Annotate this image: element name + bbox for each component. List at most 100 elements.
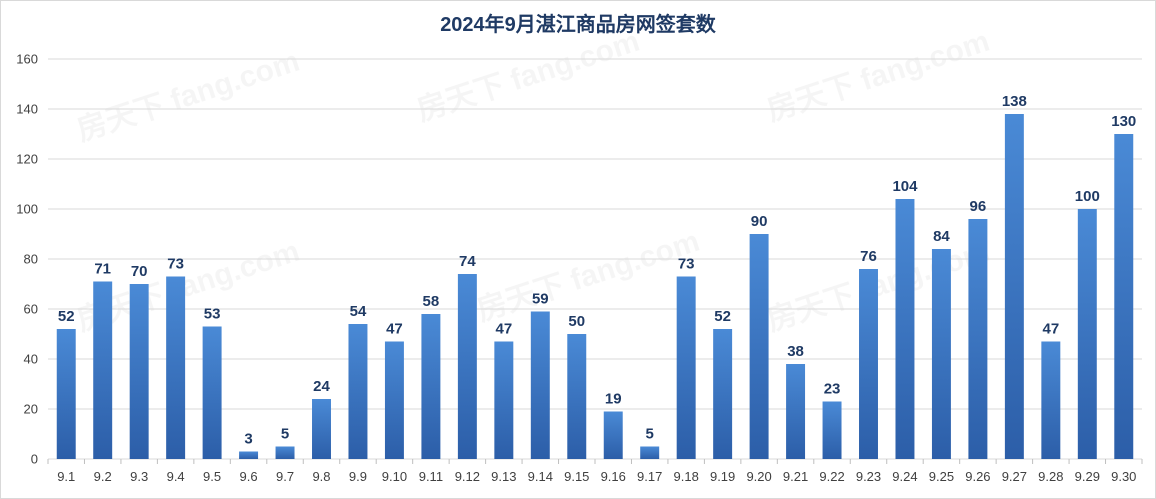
y-tick-100: 100: [16, 202, 38, 217]
bar-9.30: [1114, 134, 1134, 459]
data-label-9.23: 76: [860, 248, 877, 265]
data-label-9.25: 84: [933, 228, 950, 245]
x-tick-9.21: 9.21: [783, 469, 808, 484]
bar-9.1: [56, 329, 76, 459]
data-label-9.19: 52: [714, 308, 731, 325]
x-tick-9.1: 9.1: [57, 469, 75, 484]
y-tick-40: 40: [24, 352, 38, 367]
data-label-9.3: 70: [131, 263, 148, 280]
x-tick-9.7: 9.7: [276, 469, 294, 484]
bar-9.2: [93, 281, 113, 459]
y-axis-ticks: 0 20 40 60 80 100 120 140 160: [16, 52, 38, 467]
x-tick-9.28: 9.28: [1038, 469, 1063, 484]
x-tick-9.24: 9.24: [892, 469, 917, 484]
bar-9.5: [202, 326, 222, 459]
x-tick-9.4: 9.4: [167, 469, 185, 484]
data-label-9.26: 96: [970, 198, 987, 215]
bar-9.28: [1041, 341, 1061, 459]
data-label-9.21: 38: [787, 343, 804, 360]
x-tick-9.23: 9.23: [856, 469, 881, 484]
x-axis-ticks: 9.1 9.2 9.3 9.4 9.5 9.6 9.7 9.8 9.9 9.10 9.11 9.12 9…: [57, 469, 1136, 484]
data-label-9.28: 47: [1042, 321, 1059, 338]
bar-9.27: [1004, 114, 1024, 459]
data-label-9.11: 58: [423, 293, 440, 310]
data-label-9.20: 90: [751, 213, 768, 230]
bar-9.22: [822, 401, 842, 459]
data-label-9.18: 73: [678, 256, 695, 273]
data-label-9.1: 52: [58, 308, 75, 325]
bar-9.4: [166, 276, 186, 459]
bar-9.3: [129, 284, 149, 459]
bar-9.19: [713, 329, 733, 459]
data-label-9.2: 71: [94, 261, 111, 278]
watermark-4: 房天下 fang.com: [473, 225, 704, 328]
data-label-9.13: 47: [495, 321, 512, 338]
data-label-9.10: 47: [386, 321, 403, 338]
data-label-9.14: 59: [532, 291, 549, 308]
bar-9.9: [348, 324, 368, 459]
bar-9.10: [384, 341, 404, 459]
x-tick-9.3: 9.3: [130, 469, 148, 484]
bars: [56, 114, 1134, 459]
bar-9.18: [676, 276, 696, 459]
y-tick-0: 0: [31, 452, 38, 467]
data-label-9.5: 53: [204, 306, 221, 323]
x-tick-9.22: 9.22: [819, 469, 844, 484]
data-label-9.6: 3: [244, 431, 252, 448]
x-tick-9.2: 9.2: [94, 469, 112, 484]
x-tick-9.6: 9.6: [240, 469, 258, 484]
x-tick-9.5: 9.5: [203, 469, 221, 484]
data-label-9.29: 100: [1075, 188, 1100, 205]
bar-9.16: [603, 411, 623, 459]
data-label-9.15: 50: [568, 313, 585, 330]
watermark-0: 房天下 fang.com: [73, 45, 304, 148]
bar-9.23: [859, 269, 878, 459]
data-label-9.12: 74: [459, 253, 476, 270]
bar-9.24: [895, 199, 915, 459]
data-label-9.4: 73: [167, 256, 184, 273]
data-label-9.22: 23: [824, 381, 841, 398]
grid-lines: [47, 58, 1143, 464]
data-label-9.16: 19: [605, 391, 622, 408]
x-tick-9.12: 9.12: [455, 469, 480, 484]
y-tick-80: 80: [24, 252, 38, 267]
y-tick-60: 60: [24, 302, 38, 317]
data-label-9.24: 104: [892, 178, 918, 195]
bar-9.6: [239, 451, 259, 459]
bar-9.11: [421, 314, 441, 459]
data-label-9.30: 130: [1111, 113, 1136, 130]
x-tick-9.18: 9.18: [674, 469, 699, 484]
x-tick-9.26: 9.26: [965, 469, 990, 484]
x-tick-9.9: 9.9: [349, 469, 367, 484]
bar-9.15: [567, 334, 587, 459]
x-tick-9.8: 9.8: [312, 469, 330, 484]
x-tick-9.15: 9.15: [564, 469, 589, 484]
data-label-9.7: 5: [281, 426, 289, 443]
bar-9.14: [530, 311, 550, 459]
data-label-9.9: 54: [350, 303, 367, 320]
x-tick-9.16: 9.16: [601, 469, 626, 484]
bar-9.12: [457, 274, 477, 459]
x-tick-9.30: 9.30: [1111, 469, 1136, 484]
x-tick-9.20: 9.20: [746, 469, 771, 484]
x-tick-9.27: 9.27: [1002, 469, 1027, 484]
x-tick-9.14: 9.14: [528, 469, 553, 484]
data-label-9.17: 5: [646, 426, 654, 443]
bar-9.25: [931, 249, 951, 459]
bar-9.29: [1077, 209, 1097, 459]
data-label-9.8: 24: [313, 378, 330, 395]
watermark-5: 房天下 fang.com: [763, 235, 994, 338]
chart-title: 2024年9月湛江商品房网签套数: [440, 12, 717, 36]
x-tick-9.29: 9.29: [1075, 469, 1100, 484]
y-tick-160: 160: [16, 52, 38, 67]
bar-9.20: [749, 234, 769, 459]
bar-9.8: [312, 399, 331, 459]
data-label-9.27: 138: [1002, 93, 1027, 110]
bar-9.17: [640, 446, 660, 459]
y-tick-120: 120: [16, 152, 38, 167]
watermark-2: 房天下 fang.com: [763, 25, 994, 128]
bar-9.13: [494, 341, 514, 459]
x-tick-9.13: 9.13: [491, 469, 516, 484]
